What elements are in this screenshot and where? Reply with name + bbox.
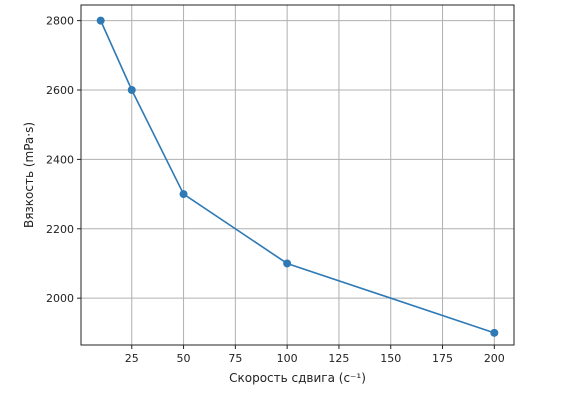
y-axis-label: Вязкость (mPa·s)	[22, 122, 36, 228]
plot-frame	[80, 4, 515, 346]
ticks-layer: 25 50 75 100 125 150 175 200 2000 2200 2400 2600 280…	[46, 15, 505, 365]
x-tick-label: 100	[277, 352, 298, 365]
x-tick-label: 175	[432, 352, 453, 365]
data-point	[283, 259, 292, 268]
x-tick-label: 50	[177, 352, 191, 365]
data-point	[127, 86, 136, 94]
y-tick-label: 2800	[46, 15, 74, 28]
data-point	[96, 16, 105, 25]
data-point	[490, 328, 499, 337]
y-tick-label: 2400	[46, 153, 74, 166]
y-tick-label: 2600	[46, 84, 74, 97]
grid	[81, 5, 514, 345]
x-tick-label: 150	[380, 352, 401, 365]
y-tick-label: 2200	[46, 223, 74, 236]
x-tick-label: 25	[125, 352, 139, 365]
series-layer	[96, 16, 499, 337]
data-point	[179, 190, 188, 199]
x-tick-label: 75	[228, 352, 242, 365]
x-tick-label: 125	[328, 352, 349, 365]
y-tick-label: 2000	[46, 292, 74, 305]
x-tick-label: 200	[484, 352, 505, 365]
x-axis-label: Скорость сдвига (с⁻¹)	[229, 371, 366, 385]
